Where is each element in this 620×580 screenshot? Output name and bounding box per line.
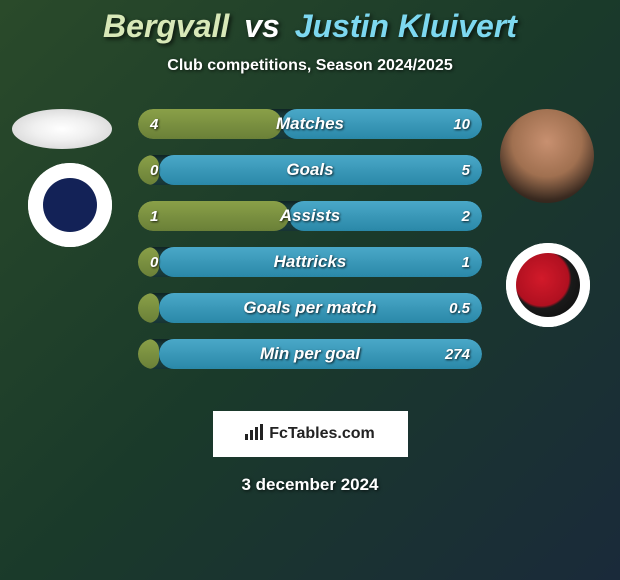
tottenham-badge-icon <box>28 163 112 247</box>
chart-icon <box>245 424 265 445</box>
stat-label: Assists <box>138 201 482 231</box>
date-label: 3 december 2024 <box>0 475 620 495</box>
bournemouth-badge-icon <box>506 243 590 327</box>
stat-row: 0.5Goals per match <box>138 293 482 323</box>
stat-row: 410Matches <box>138 109 482 139</box>
stat-row: 274Min per goal <box>138 339 482 369</box>
comparison-title: Bergvall vs Justin Kluivert <box>0 0 620 45</box>
watermark-text: FcTables.com <box>269 425 375 443</box>
player1-club-badge <box>28 163 112 247</box>
player2-photo <box>500 109 594 203</box>
stat-row: 01Hattricks <box>138 247 482 277</box>
stat-row: 05Goals <box>138 155 482 185</box>
stat-label: Min per goal <box>138 339 482 369</box>
stat-bars: 410Matches 05Goals 12Assists 01Hattricks 0.5… <box>138 109 482 369</box>
content-area: 410Matches 05Goals 12Assists 01Hattricks 0.5… <box>0 109 620 409</box>
player1-name: Bergvall <box>103 8 229 44</box>
player1-photo <box>12 109 112 149</box>
subtitle: Club competitions, Season 2024/2025 <box>0 57 620 75</box>
vs-label: vs <box>244 8 280 44</box>
player2-club-badge <box>506 243 590 327</box>
stat-label: Goals per match <box>138 293 482 323</box>
stat-label: Goals <box>138 155 482 185</box>
stat-label: Hattricks <box>138 247 482 277</box>
player2-name: Justin Kluivert <box>295 8 517 44</box>
stat-row: 12Assists <box>138 201 482 231</box>
stat-label: Matches <box>138 109 482 139</box>
watermark: FcTables.com <box>213 411 408 457</box>
